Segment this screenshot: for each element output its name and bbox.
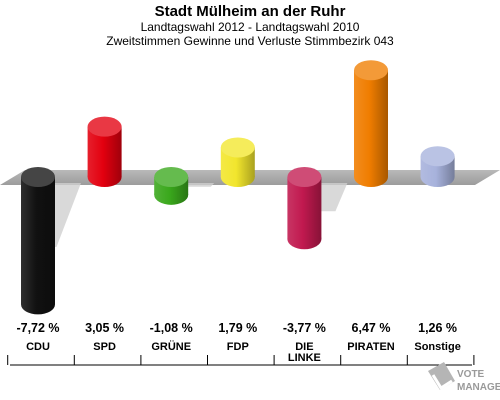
bar-top-cap [287,167,322,187]
bar-bottom-cap [420,167,455,187]
bar-bottom-cap [287,229,322,250]
category-label: SPD [93,341,116,353]
logo-line2: MANAGER [457,382,500,393]
chart-subtitle-2: Zweitstimmen Gewinne und Verluste Stimmb… [106,34,394,48]
vote-manager-logo: VOTE MANAGER [428,362,500,393]
bar-body [21,177,55,305]
bar-top-cap [21,167,55,187]
bar-body [354,70,388,177]
bars [21,60,455,315]
category-label: DIE LINKE [288,341,321,364]
category-label: Sonstige [414,341,460,353]
bar-bottom-cap [354,167,388,187]
chart-title: Stadt Mülheim an der Ruhr [154,3,346,20]
category-label: GRÜNE [151,340,191,353]
chart-subtitle-1: Landtagswahl 2012 - Landtagswahl 2010 [140,20,360,34]
bar-spd [87,116,122,187]
category-label: PIRATEN [347,341,395,353]
bar-bottom-cap [220,167,255,187]
bar-piraten [354,60,388,187]
bar-top-cap [154,167,189,187]
value-label: 1,79 % [218,321,257,335]
bar-grüne [154,167,189,205]
value-label: -7,72 % [16,321,59,335]
category-label: CDU [26,341,50,353]
bar-fdp [220,137,255,187]
value-label: 6,47 % [352,321,391,335]
category-labels: CDU SPD GRÜNE FDP DIE LINKE PIRATEN Sonstige [26,340,461,364]
logo-line1: VOTE [457,369,485,380]
bar-top-cap [420,146,455,167]
bar-top-cap [354,60,388,81]
value-label: 3,05 % [85,321,124,335]
chart-titles: Stadt Mülheim an der Ruhr Landtagswahl 2… [0,0,500,48]
bar-bottom-cap [21,294,55,315]
bar-cdu [21,167,55,315]
bar-body [287,177,322,240]
value-label: -1,08 % [150,321,193,335]
bar-die-linke [287,167,322,250]
logo-mark-icon [428,362,455,391]
bar-bottom-cap [87,167,122,187]
value-label: -3,77 % [283,321,326,335]
bar-sonstige [420,146,455,187]
category-axis [7,355,475,366]
value-label: 1,26 % [418,321,457,335]
value-labels: -7,72 % 3,05 % -1,08 % 1,79 % -3,77 % 6,47 % 1… [16,321,457,335]
bar-bottom-cap [154,184,189,205]
category-label: FDP [227,341,249,353]
bar-top-cap [220,137,255,158]
bar-top-cap [87,116,122,137]
